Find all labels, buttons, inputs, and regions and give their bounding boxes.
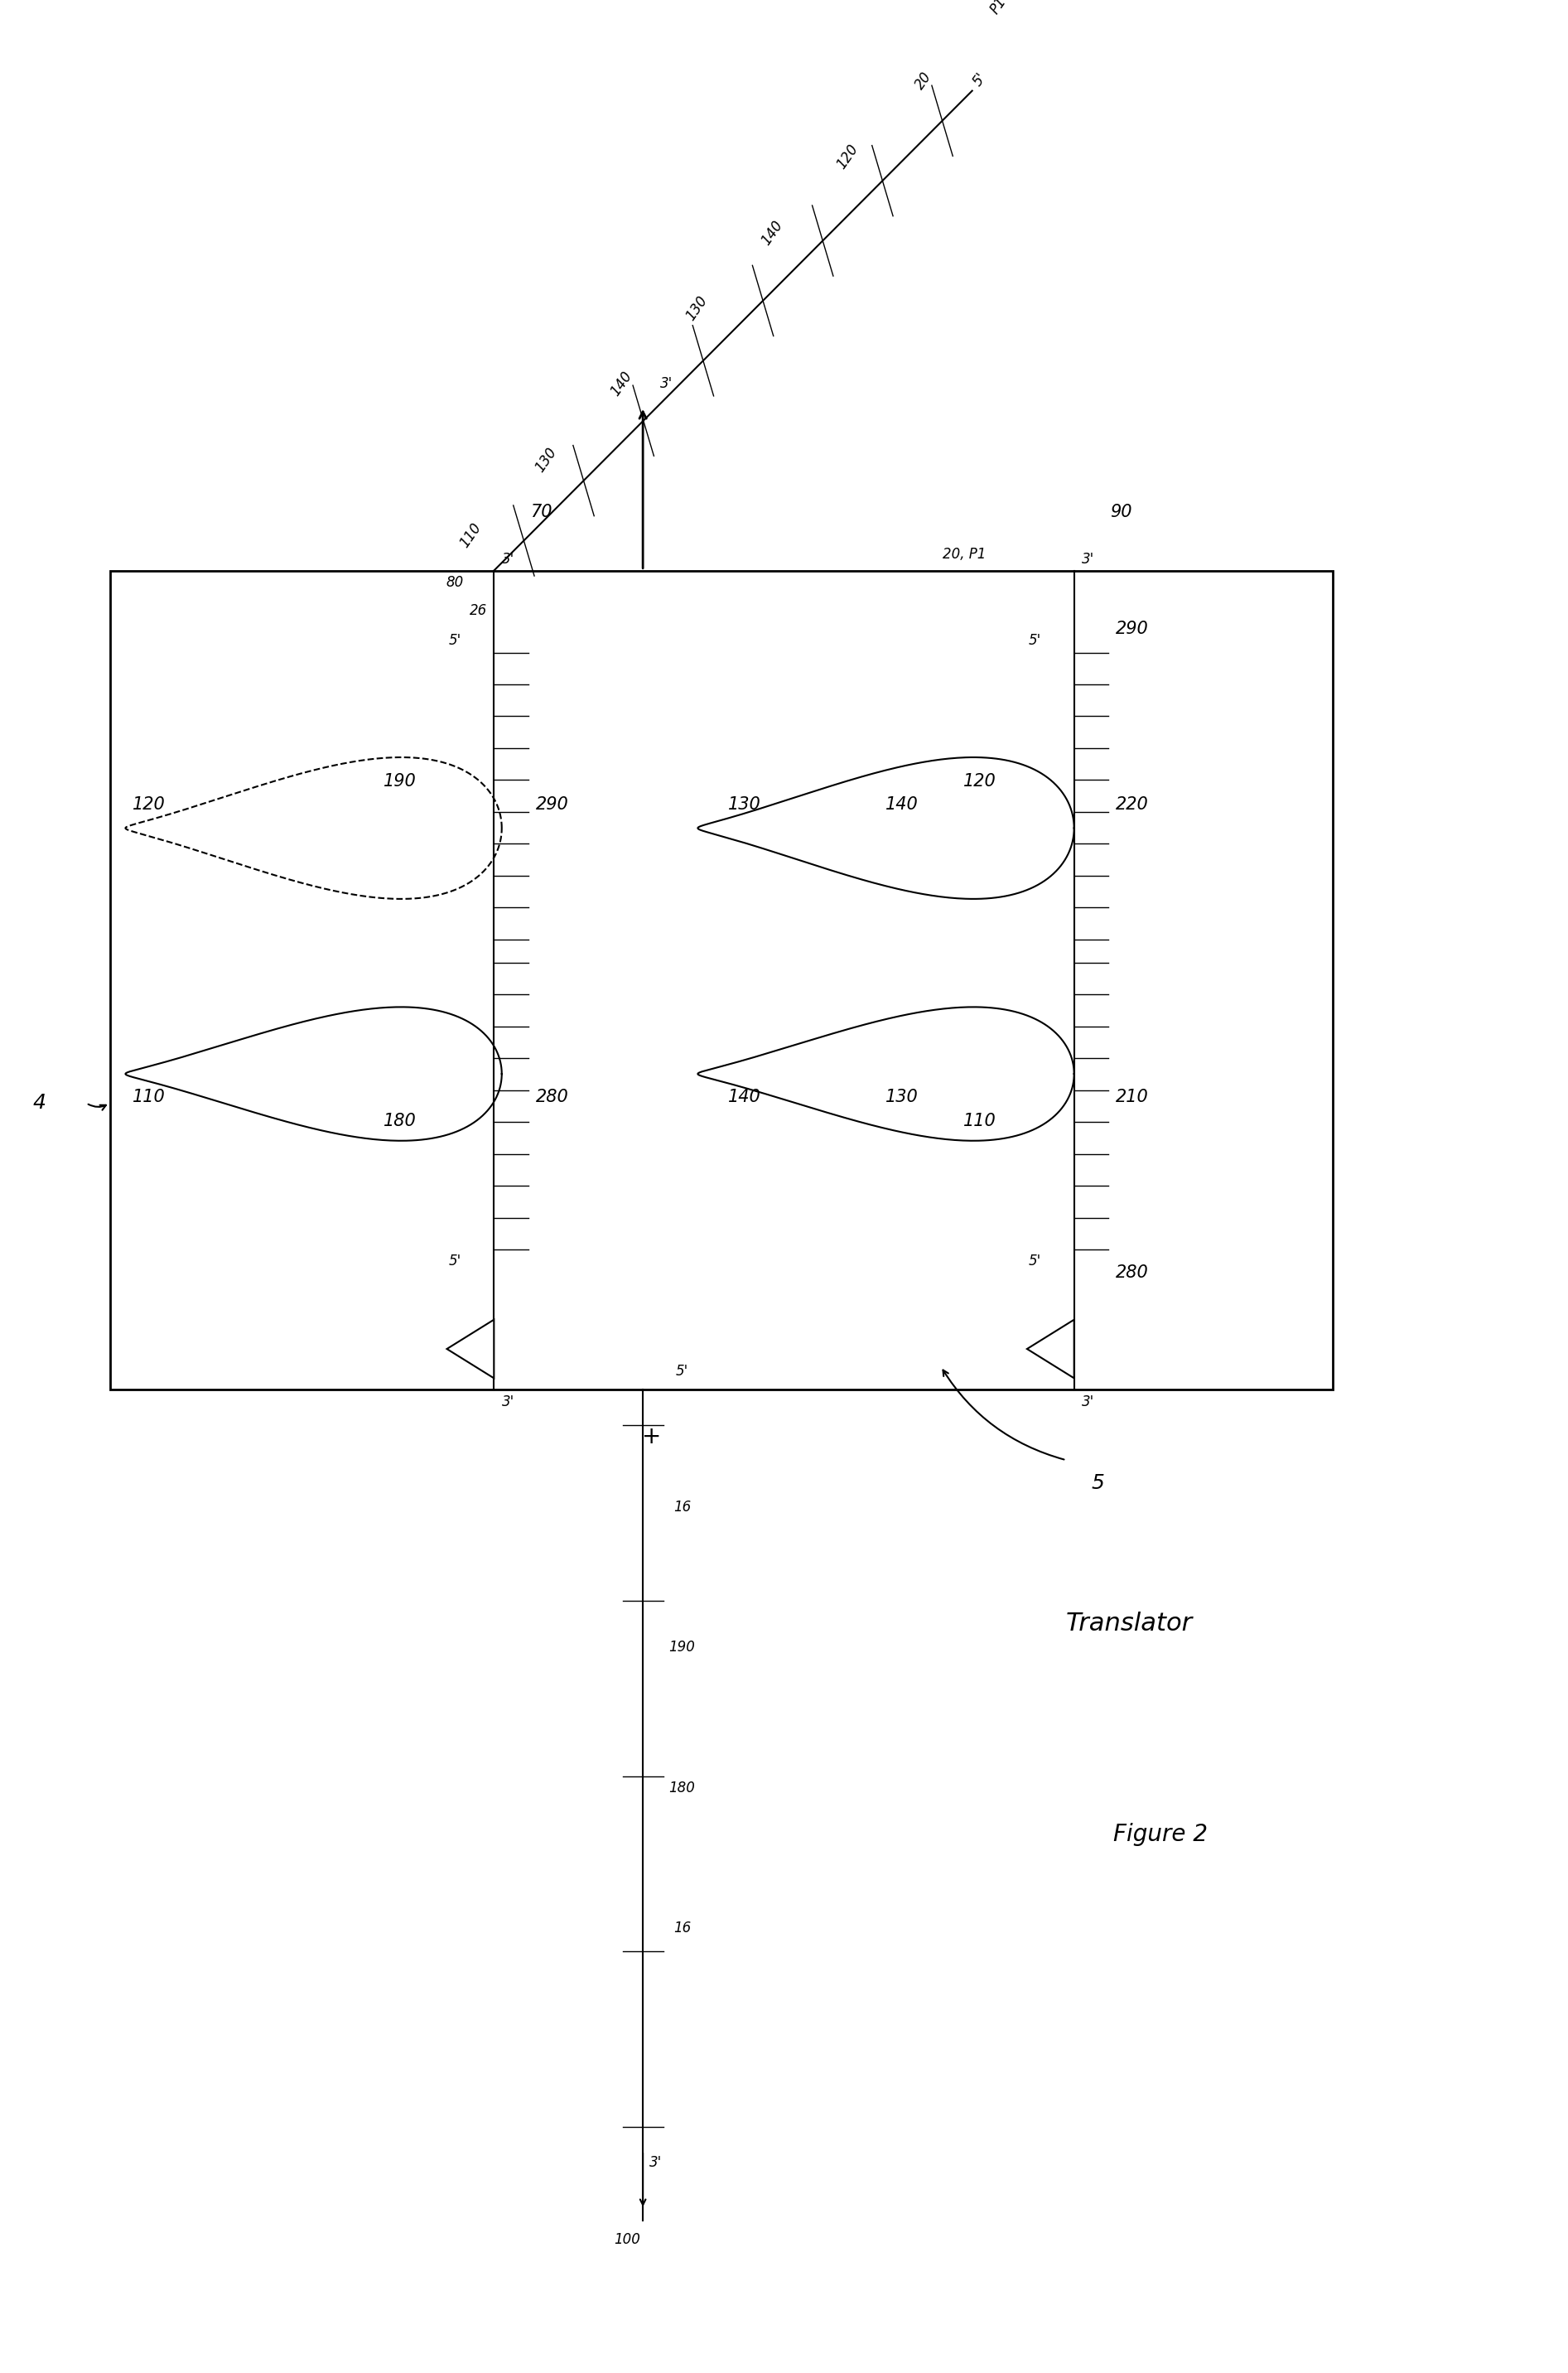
Text: 280: 280 [1116,1265,1148,1281]
Text: 110: 110 [133,1089,165,1106]
Text: 16: 16 [673,1500,691,1514]
Text: 190: 190 [384,774,416,790]
Text: 4: 4 [33,1094,45,1113]
Text: 290: 290 [1116,622,1148,638]
Text: 5': 5' [448,634,461,648]
Polygon shape [447,1319,494,1379]
Text: 3': 3' [660,375,673,392]
Text: Translator: Translator [1066,1611,1192,1635]
Bar [110,570,1333,1391]
Text: 120: 120 [964,774,996,790]
Text: 5': 5' [1029,1253,1041,1270]
Text: 5: 5 [1091,1474,1104,1493]
Text: 20, P1: 20, P1 [942,546,986,562]
Text: 180: 180 [384,1113,416,1130]
Text: +: + [641,1426,660,1448]
Text: 130: 130 [729,797,760,814]
Text: 140: 140 [759,218,786,247]
Text: P1: P1 [988,0,1010,17]
Text: 130: 130 [532,444,560,475]
Text: 130: 130 [684,294,710,323]
Text: 16: 16 [673,1920,691,1936]
Text: 5': 5' [448,1253,461,1270]
Text: Figure 2: Figure 2 [1113,1822,1207,1846]
Text: 190: 190 [670,1640,695,1654]
Text: 3': 3' [649,2155,662,2169]
Text: 110: 110 [964,1113,996,1130]
Text: 120: 120 [834,142,861,171]
Text: 180: 180 [670,1780,695,1796]
Text: 100: 100 [615,2233,640,2247]
Text: 70: 70 [530,503,552,520]
Polygon shape [1027,1319,1074,1379]
Text: 20: 20 [913,69,935,93]
Text: 290: 290 [536,797,568,814]
Text: 280: 280 [536,1089,568,1106]
Text: 120: 120 [133,797,165,814]
Text: 3': 3' [1082,1393,1094,1410]
Text: 5': 5' [971,69,989,88]
Text: 80: 80 [445,574,464,591]
Text: 90: 90 [1110,503,1132,520]
Text: 140: 140 [886,797,917,814]
Text: 220: 220 [1116,797,1148,814]
Text: 5': 5' [676,1364,688,1379]
Text: 3': 3' [502,551,514,567]
Text: 5': 5' [1029,634,1041,648]
Text: 140: 140 [608,368,635,399]
Text: 140: 140 [729,1089,760,1106]
Text: 210: 210 [1116,1089,1148,1106]
Text: 3': 3' [1082,551,1094,567]
Text: 26: 26 [469,603,488,617]
Text: 130: 130 [886,1089,917,1106]
Text: 110: 110 [456,520,485,551]
Text: 3': 3' [502,1393,514,1410]
